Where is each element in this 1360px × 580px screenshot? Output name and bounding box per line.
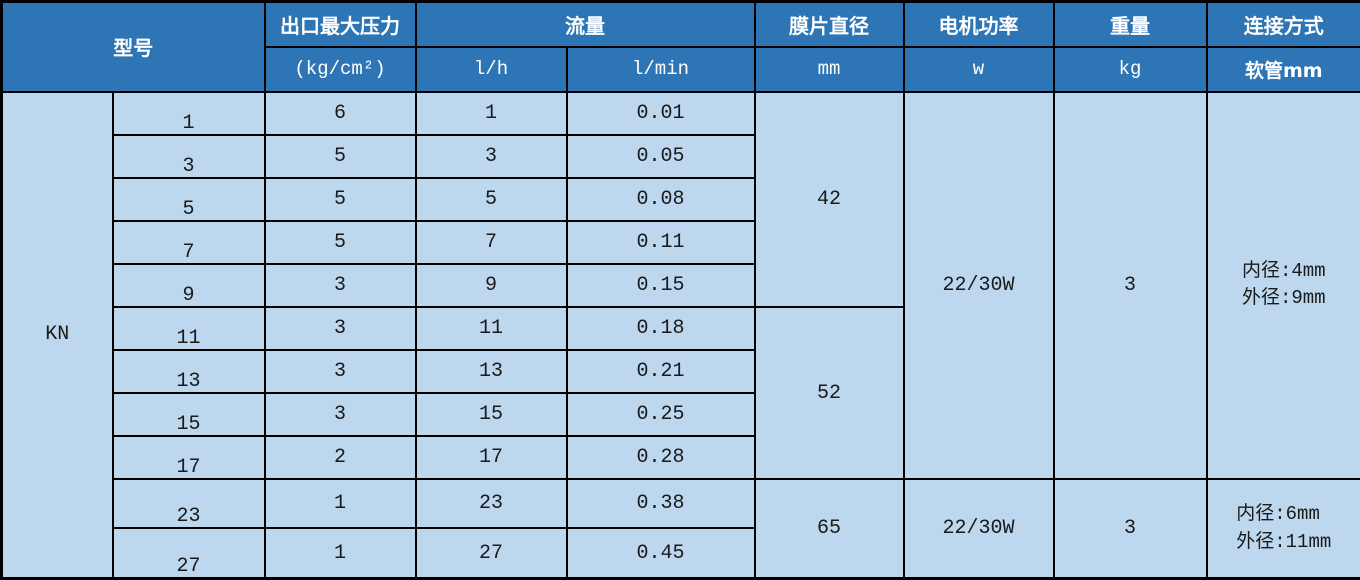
unit-flow-lh: l/h — [414, 45, 568, 93]
flow-lh-cell: 7 — [414, 219, 568, 265]
connection-cell: 内径:4mm 外径:9mm — [1205, 90, 1360, 481]
flow-lh-cell: 23 — [414, 478, 568, 530]
table-row: 27 1 27 0.45 — [2, 527, 1360, 580]
flow-lmin-cell: 0.21 — [565, 348, 756, 395]
flow-lmin-cell: 0.45 — [565, 527, 756, 580]
header-model: 型号 — [0, 0, 266, 93]
pressure-cell: 2 — [263, 435, 417, 481]
table-row: 3 5 3 0.05 — [2, 133, 1360, 179]
table-row: 9 3 9 0.15 — [2, 262, 1360, 308]
header-diaphragm: 膜片直径 — [753, 0, 905, 48]
unit-motor: w — [902, 45, 1055, 93]
motor-cell: 22/30W — [902, 90, 1055, 481]
motor-cell: 22/30W — [902, 478, 1055, 580]
table-row: 11 3 11 0.18 52 — [2, 305, 1360, 481]
header-flow: 流量 — [414, 0, 756, 48]
pressure-cell: 5 — [263, 176, 417, 222]
model-cell: 17 — [111, 435, 266, 481]
table-row: 5 5 5 0.08 — [2, 176, 1360, 222]
pressure-cell: 1 — [263, 478, 417, 530]
pressure-cell: 5 — [263, 219, 417, 265]
diaphragm-cell: 65 — [753, 478, 905, 580]
flow-lh-cell: 3 — [414, 133, 568, 179]
unit-pressure: (kg/cm²) — [263, 45, 417, 93]
flow-lh-cell: 1 — [414, 90, 568, 136]
diaphragm-cell: 42 — [753, 90, 905, 308]
flow-lh-cell: 17 — [414, 435, 568, 481]
flow-lmin-cell: 0.05 — [565, 133, 756, 179]
model-cell: 9 — [111, 262, 266, 308]
flow-lmin-cell: 0.08 — [565, 176, 756, 222]
weight-cell: 3 — [1052, 90, 1208, 481]
flow-lmin-cell: 0.01 — [565, 90, 756, 136]
unit-flow-lmin: l/min — [565, 45, 756, 93]
flow-lmin-cell: 0.38 — [565, 478, 756, 530]
connection-inner-diameter: 内径:6mm — [1236, 503, 1320, 526]
connection-outer-diameter: 外径:11mm — [1236, 530, 1332, 553]
pressure-cell: 3 — [263, 392, 417, 438]
diaphragm-cell: 52 — [753, 305, 905, 481]
flow-lmin-cell: 0.18 — [565, 305, 756, 351]
table-row: 17 2 17 0.28 — [2, 435, 1360, 481]
table-header: 型号 出口最大压力 流量 膜片直径 电机功率 重量 连接方式 (kg/cm²) … — [0, 0, 1360, 93]
weight-cell: 3 — [1052, 478, 1208, 580]
pressure-cell: 3 — [263, 305, 417, 351]
flow-lmin-cell: 0.25 — [565, 392, 756, 438]
pressure-cell: 3 — [263, 348, 417, 395]
pressure-cell: 1 — [263, 527, 417, 580]
unit-connection: 软管mm — [1205, 45, 1360, 93]
connection-cell: 内径:6mm 外径:11mm — [1205, 478, 1360, 580]
header-weight: 重量 — [1052, 0, 1208, 48]
model-cell: 15 — [111, 392, 266, 438]
table-body: KN 1 6 1 0.01 42 22/30W 3 内径:4mm 外径:9mm … — [0, 90, 1360, 580]
flow-lmin-cell: 0.15 — [565, 262, 756, 308]
header-pressure: 出口最大压力 — [263, 0, 417, 48]
model-cell: 23 — [111, 478, 266, 530]
model-cell: 3 — [111, 133, 266, 179]
model-cell: 27 — [111, 527, 266, 580]
model-cell: 7 — [111, 219, 266, 265]
unit-diaphragm: mm — [753, 45, 905, 93]
header-motor: 电机功率 — [902, 0, 1055, 48]
unit-weight: kg — [1052, 45, 1208, 93]
table-row: 23 1 23 0.38 65 22/30W 3 内径:6mm 外径:11mm — [2, 478, 1360, 580]
connection-outer-diameter: 外径:9mm — [1241, 287, 1326, 310]
table-row: 7 5 7 0.11 — [2, 219, 1360, 265]
model-cell: 5 — [111, 176, 266, 222]
flow-lmin-cell: 0.28 — [565, 435, 756, 481]
flow-lh-cell: 15 — [414, 392, 568, 438]
table-row: KN 1 6 1 0.01 42 22/30W 3 内径:4mm 外径:9mm — [0, 90, 1360, 580]
header-connection: 连接方式 — [1205, 0, 1360, 48]
table-row: 13 3 13 0.21 — [2, 348, 1360, 395]
model-cell: 1 — [111, 90, 266, 136]
connection-inner-diameter: 内径:4mm — [1241, 259, 1326, 282]
model-cell: 11 — [111, 305, 266, 351]
flow-lh-cell: 27 — [414, 527, 568, 580]
pressure-cell: 5 — [263, 133, 417, 179]
flow-lmin-cell: 0.11 — [565, 219, 756, 265]
pressure-cell: 6 — [263, 90, 417, 136]
flow-lh-cell: 11 — [414, 305, 568, 351]
model-cell: 13 — [111, 348, 266, 395]
flow-lh-cell: 9 — [414, 262, 568, 308]
pressure-cell: 3 — [263, 262, 417, 308]
flow-lh-cell: 5 — [414, 176, 568, 222]
series-cell: KN — [0, 90, 114, 580]
flow-lh-cell: 13 — [414, 348, 568, 395]
table-row: 15 3 15 0.25 — [2, 392, 1360, 438]
